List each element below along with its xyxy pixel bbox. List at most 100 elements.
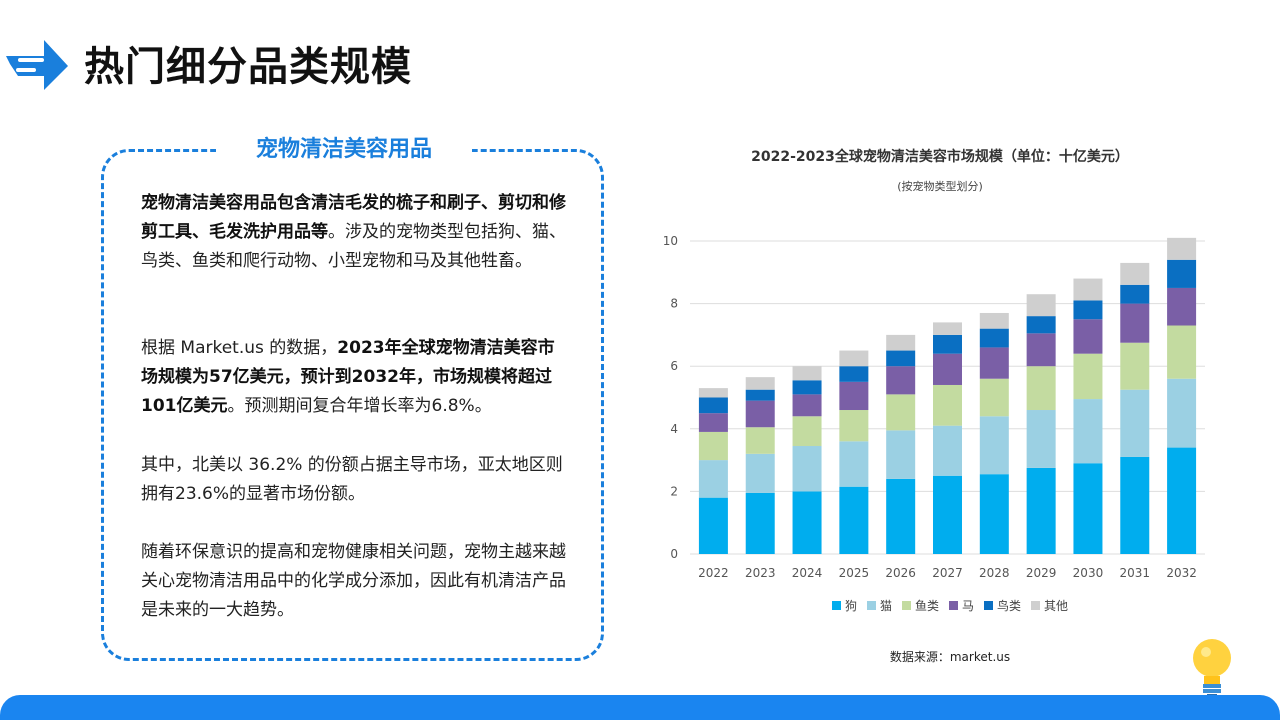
bar-segment: [792, 491, 822, 554]
chart-legend: 狗 猫 鱼类 马 鸟类 其他: [640, 597, 1260, 614]
bar-segment: [886, 478, 916, 554]
legend-label: 狗: [844, 599, 857, 613]
bar-segment: [886, 334, 916, 351]
bar-segment: [979, 328, 1009, 348]
legend-item: 马: [949, 597, 974, 614]
bar-segment: [1120, 456, 1150, 554]
intro-bold-text: 宠物清洁美容用品包含清洁毛发的梳子和刷子、剪切和修剪工具、毛发洗护用品等: [141, 193, 566, 242]
bar-segment: [698, 460, 728, 498]
legend-label: 猫: [879, 599, 892, 613]
bar-segment: [933, 334, 962, 354]
bar-segment: [979, 474, 1009, 554]
stacked-bar-chart: 0 2 4 6 8 10 2022 2023 2024 2025 2026 2027 2028 2029 2…: [663, 234, 1205, 580]
bar-segment: [1026, 294, 1056, 317]
bar-segment: [839, 366, 869, 382]
bar-segment: [745, 427, 775, 454]
bar-segment: [886, 366, 916, 395]
bar-segment: [698, 397, 728, 414]
intro-text: 。涉及的宠物类型包括狗、猫、鸟类、鱼类和爬行动物、小型宠物和马及其他牲畜。: [141, 222, 566, 271]
bar-segment: [1026, 467, 1056, 554]
bar-segment: [792, 394, 822, 417]
legend-swatch: [901, 601, 911, 610]
x-tick-label: 2029: [1026, 566, 1057, 580]
paragraph-intro: 宠物清洁美容用品包含清洁毛发的梳子和刷子、剪切和修剪工具、毛发洗护用品等。涉及的…: [141, 189, 571, 276]
y-tick-label: 0: [670, 547, 678, 561]
paragraph-regions: 其中，北美以 36.2% 的份额占据主导市场，亚太地区则拥有23.6%的显著市场…: [141, 455, 563, 504]
bar-segment: [1167, 447, 1197, 554]
x-tick-label: 2028: [979, 566, 1010, 580]
paragraph-market-size: 根据 Market.us 的数据，2023年全球宠物清洁美容市场规模为57亿美元…: [141, 334, 571, 421]
bar-segment: [839, 441, 869, 487]
page-title: 热门细分品类规模: [84, 44, 412, 90]
bar-segment: [1026, 366, 1056, 411]
legend-item: 其他: [1031, 597, 1068, 614]
card-title: 宠物清洁美容用品: [216, 132, 472, 168]
y-tick-label: 2: [670, 484, 678, 498]
legend-swatch: [831, 601, 841, 610]
bar-segment: [698, 413, 728, 432]
legend-swatch: [949, 601, 958, 610]
paragraph-trend: 随着环保意识的提高和宠物健康相关问题，宠物主越来越关心宠物清洁用品中的化学成分添…: [141, 542, 566, 620]
bar-segment: [979, 378, 1009, 417]
bar-segment: [1073, 463, 1103, 554]
bar-segment: [1120, 303, 1150, 343]
bar-segment: [839, 381, 869, 411]
bar-segment: [979, 312, 1009, 329]
bar-segment: [1026, 410, 1056, 468]
x-tick-label: 2024: [792, 566, 823, 580]
legend-item: 鱼类: [901, 597, 939, 614]
bar-segment: [792, 416, 822, 447]
bar-segment: [839, 350, 869, 367]
bar-segment: [1167, 325, 1197, 379]
bar-segment: [698, 497, 728, 554]
bar-segment: [1026, 333, 1056, 367]
chart-title: 2022-2023全球宠物清洁美容市场规模（单位：十亿美元）: [751, 149, 1129, 165]
bar-segment: [745, 400, 775, 428]
bar-segment: [792, 446, 822, 492]
x-tick-label: 2032: [1166, 566, 1197, 580]
legend-label: 鸟类: [997, 599, 1022, 613]
bar-segment: [1073, 300, 1103, 320]
legend-label: 鱼类: [914, 599, 939, 613]
bar-segment: [1073, 399, 1103, 464]
bar-segment: [1120, 389, 1150, 457]
bar-segment: [933, 353, 962, 385]
bar-segment: [1120, 262, 1150, 285]
bar-segment: [1120, 342, 1150, 390]
bar-segment: [979, 347, 1009, 379]
bar-segment: [839, 486, 869, 554]
x-tick-label: 2025: [839, 566, 870, 580]
bar-segment: [1167, 259, 1197, 288]
x-tick-label: 2022: [698, 566, 729, 580]
market-size-bold-text: 2023年全球宠物清洁美容市场规模为57亿美元，预计到2032年，市场规模将超过…: [141, 338, 555, 416]
bar-segment: [933, 475, 962, 554]
y-tick-label: 8: [670, 297, 678, 311]
bar-segment: [698, 431, 728, 461]
bar-segment: [933, 384, 962, 426]
bar-segment: [839, 410, 869, 442]
bar-segment: [1167, 378, 1197, 448]
legend-swatch: [1031, 601, 1041, 610]
bar-segment: [745, 377, 775, 390]
bar-segment: [792, 380, 822, 395]
bar-segment: [1073, 319, 1103, 354]
lightbulb-icon: [1193, 639, 1231, 698]
bar-segment: [1120, 284, 1150, 304]
bar-segment: [1167, 237, 1197, 260]
market-size-text: 。预测期间复合年增长率为6.8%。: [227, 396, 492, 416]
bar-segment: [745, 389, 775, 401]
footer-bar: [0, 695, 1280, 720]
bar-segment: [1167, 287, 1197, 326]
x-tick-label: 2030: [1073, 566, 1104, 580]
bar-segment: [1026, 316, 1056, 334]
y-tick-label: 4: [670, 422, 678, 436]
y-tick-label: 10: [663, 234, 678, 248]
bar-segment: [1073, 353, 1103, 400]
legend-swatch: [984, 601, 994, 610]
bar-segment: [886, 350, 916, 367]
x-tick-label: 2026: [885, 566, 916, 580]
bar-segment: [886, 394, 916, 431]
bar-segment: [979, 416, 1009, 475]
legend-swatch: [866, 601, 876, 610]
x-tick-label: 2031: [1119, 566, 1150, 580]
